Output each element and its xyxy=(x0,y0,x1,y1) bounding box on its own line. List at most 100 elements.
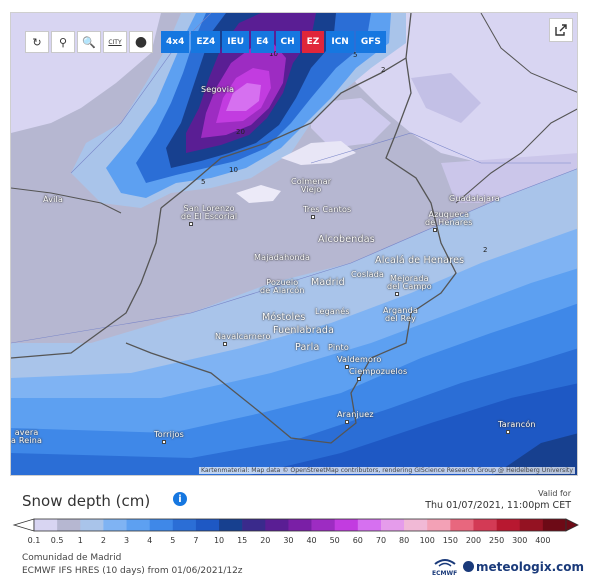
scale-tick-label: 60 xyxy=(352,536,363,545)
contour-label: 5 xyxy=(201,178,206,186)
legend-title: Snow depth (cm) xyxy=(22,492,151,510)
city-label: Mejorada del Campo xyxy=(387,274,432,291)
model-button-e4[interactable]: E4 xyxy=(251,31,274,53)
contour-label: 2 xyxy=(483,246,488,254)
city-label: Pozuelo de Alarcón xyxy=(260,278,305,295)
city-marker xyxy=(395,292,399,296)
scale-tick-label: 0.5 xyxy=(50,536,64,545)
scale-tick-label: 0.1 xyxy=(27,536,41,545)
scale-tick-label: 3 xyxy=(123,536,130,545)
scale-tick-label: 200 xyxy=(465,536,482,545)
scale-swatch xyxy=(80,519,104,531)
meteologix-logo[interactable]: meteologix.com xyxy=(463,560,584,574)
city-label: Parla xyxy=(295,342,320,353)
city-marker xyxy=(345,365,349,369)
scale-swatch xyxy=(288,519,312,531)
city-label: Alcobendas xyxy=(318,234,375,245)
city-label: Guadalajara xyxy=(449,194,500,203)
map-toolbar: ↻ ⚲ 🔍 CITY ● 4x4 EZ4 IEU E4 CH EZ ICN GFS xyxy=(25,31,386,53)
scale-tick-label: 4 xyxy=(147,536,153,545)
city-label: Ciempozuelos xyxy=(349,367,408,376)
scale-swatch xyxy=(473,519,497,531)
ecmwf-logo: ECMWF xyxy=(432,558,457,577)
city-label: Fuenlabrada xyxy=(273,325,335,336)
scale-swatch xyxy=(357,519,382,531)
scale-swatch xyxy=(149,519,174,531)
contour-label: 2 xyxy=(381,66,386,74)
contour-label: 5 xyxy=(353,51,358,59)
scale-swatch xyxy=(103,519,127,531)
ecmwf-logo-mark-icon xyxy=(433,559,456,567)
city-label: Tres Cantos xyxy=(303,205,352,214)
scale-tick-label: 80 xyxy=(398,536,410,545)
city-marker xyxy=(223,342,227,346)
scale-tick-label: 5 xyxy=(170,536,176,545)
city-label: Alcalá de Henares xyxy=(375,255,465,266)
city-label: Valdemoro xyxy=(337,355,382,364)
snow-depth-map[interactable] xyxy=(11,13,578,476)
scale-swatch xyxy=(427,519,451,531)
city-label: Segovia xyxy=(201,85,235,94)
city-label: Arganda del Rey xyxy=(383,306,419,323)
city-icon[interactable]: CITY xyxy=(103,31,127,53)
scale-tick-label: 300 xyxy=(512,536,528,545)
scale-swatch xyxy=(519,519,544,531)
zoom-icon[interactable]: 🔍 xyxy=(77,31,101,53)
city-label: Tarancón xyxy=(498,420,536,429)
meteologix-globe-icon xyxy=(463,561,474,572)
scale-tick-label: 400 xyxy=(535,536,551,545)
refresh-icon[interactable]: ↻ xyxy=(25,31,49,53)
ecmwf-logo-text: ECMWF xyxy=(432,570,458,577)
scale-swatch xyxy=(57,519,81,531)
scale-arrow-left xyxy=(12,518,35,532)
map-attribution[interactable]: Kartenmaterial: Map data © OpenStreetMap… xyxy=(198,467,575,474)
city-label: Colmenar Viejo xyxy=(291,177,332,194)
scale-swatch xyxy=(34,519,58,531)
city-marker xyxy=(433,228,437,232)
scale-tick-label: 70 xyxy=(375,536,387,545)
scale-swatch xyxy=(542,519,567,531)
share-icon[interactable] xyxy=(549,18,573,42)
city-marker xyxy=(311,215,315,219)
model-button-4x4[interactable]: 4x4 xyxy=(161,31,190,53)
scale-swatch xyxy=(172,519,197,531)
scale-tick-label: 20 xyxy=(260,536,271,545)
valid-date: Thu 01/07/2021, 11:00pm CET xyxy=(425,500,571,511)
scale-tick-label: 100 xyxy=(419,536,435,545)
scale-swatch xyxy=(496,519,521,531)
scale-swatch xyxy=(311,519,335,531)
scale-swatch xyxy=(334,519,359,531)
model-button-gfs[interactable]: GFS xyxy=(355,31,386,53)
scale-tick-label: 15 xyxy=(237,536,248,545)
scale-tick-label: 40 xyxy=(306,536,317,545)
city-marker xyxy=(506,430,510,434)
model-button-ez[interactable]: EZ xyxy=(301,31,325,53)
meteologix-logo-text: meteologix.com xyxy=(476,560,584,574)
model-button-icn[interactable]: ICN xyxy=(326,31,354,53)
info-icon[interactable]: i xyxy=(173,492,187,506)
city-marker xyxy=(357,377,361,381)
city-label: Azuqueca de Henares xyxy=(425,210,473,227)
city-label: Navalcarnero xyxy=(215,332,271,341)
scale-swatch xyxy=(265,519,289,531)
marker-icon[interactable]: ● xyxy=(129,31,153,53)
location-pin-icon[interactable]: ⚲ xyxy=(51,31,75,53)
model-button-ch[interactable]: CH xyxy=(275,31,300,53)
city-label: San Lorenzo de El Escorial xyxy=(181,204,238,221)
model-button-ieu[interactable]: IEU xyxy=(222,31,250,53)
city-label: Aranjuez xyxy=(337,410,374,419)
model-button-ez4[interactable]: EZ4 xyxy=(191,31,221,53)
scale-tick-label: 7 xyxy=(193,536,199,545)
city-label: Torrijos xyxy=(154,430,184,439)
scale-swatch xyxy=(380,519,405,531)
city-label: Madrid xyxy=(311,277,345,288)
model-run-info: ECMWF IFS HRES (10 days) from 01/06/2021… xyxy=(22,566,243,576)
scale-tick-label: 50 xyxy=(329,536,340,545)
map-frame[interactable]: Segovia Ávila Colmenar Viejo San Lorenzo de… xyxy=(10,12,578,476)
scale-swatch xyxy=(242,519,266,531)
city-label: Ávila xyxy=(43,195,64,204)
color-scale-bar xyxy=(12,518,579,532)
scale-tick-label: 10 xyxy=(213,536,225,545)
scale-swatch xyxy=(219,519,243,531)
city-label: Móstoles xyxy=(262,312,306,323)
